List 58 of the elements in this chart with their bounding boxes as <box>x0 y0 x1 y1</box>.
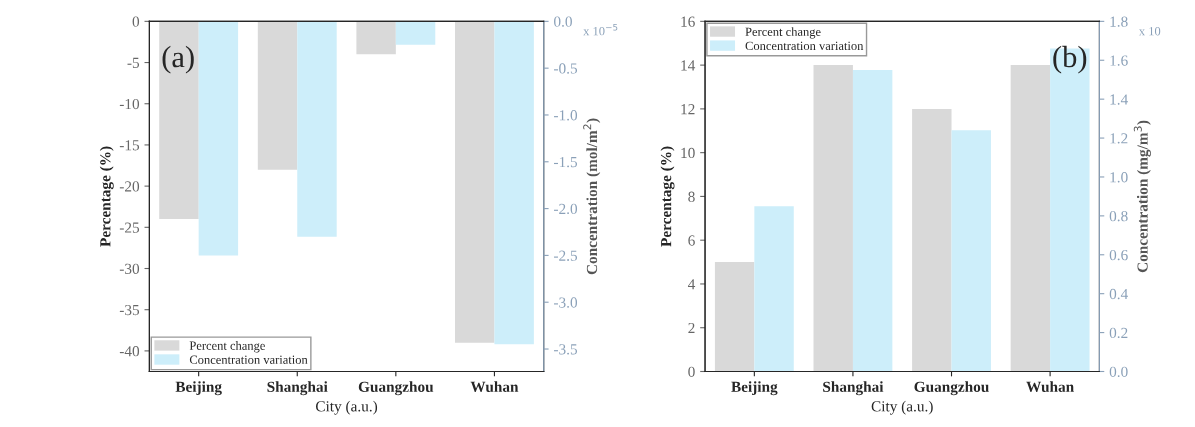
y2-tick-label: 1.8 <box>1110 16 1128 27</box>
x-axis-title: City (a.u.) <box>315 400 378 415</box>
y-tick-label: -35 <box>119 304 140 316</box>
y-tick-label: 0 <box>688 366 695 377</box>
y2-tick-label: 1.2 <box>1110 133 1128 144</box>
y-tick-label: 10 <box>681 147 695 159</box>
legend-label: Concentration variation <box>745 41 864 51</box>
y2-tick-label: 0.6 <box>1109 249 1128 261</box>
y-tick-label: -10 <box>119 98 140 110</box>
y-tick-label: -30 <box>119 263 140 274</box>
x-tick-label: Wuhan <box>1026 381 1074 393</box>
y-tick-label: 4 <box>687 279 696 290</box>
y-tick-label: -15 <box>119 140 140 151</box>
x-tick-label: Guangzhou <box>358 381 434 396</box>
y-tick-label: 0 <box>132 16 140 27</box>
x-tick-label: Guangzhou <box>914 381 989 396</box>
x-tick-label: Wuhan <box>470 381 519 393</box>
y2-tick-label: 0.0 <box>1109 366 1128 378</box>
y2-tick-label: 1.6 <box>1110 55 1128 66</box>
x-tick-label: Beijing <box>731 381 778 396</box>
y-tick-label: 2 <box>688 322 695 334</box>
y-tick-label: -20 <box>119 181 140 192</box>
y-tick-label: 6 <box>688 235 695 246</box>
y-tick-label: -5 <box>127 57 140 68</box>
y2-tick-label: -2.0 <box>554 203 578 215</box>
y-tick-label: 12 <box>681 104 695 115</box>
y-tick-label: -40 <box>119 346 140 357</box>
y2-tick-label: 0.8 <box>1109 211 1128 222</box>
y2-tick-label: 0.4 <box>1109 288 1128 300</box>
y-axis-title: Percentage (%) <box>99 146 114 247</box>
y-axis-title: Percentage (%) <box>660 146 675 247</box>
y-tick-label: 16 <box>681 16 695 27</box>
y2-tick-label: -0.5 <box>554 63 578 74</box>
x-tick-label: Shanghai <box>823 381 884 396</box>
y-tick-label: 8 <box>688 191 695 202</box>
text: x 10 <box>1138 26 1161 36</box>
annotation: (a) <box>162 45 194 74</box>
y2-tick-label: 0.0 <box>554 16 572 27</box>
y-tick-label: -25 <box>119 222 140 233</box>
y2-tick-label: -2.5 <box>554 250 578 261</box>
y2-tick-label: 1.0 <box>1110 172 1128 183</box>
y2-axis-title: Concentration (mol/m$^{2}$) <box>583 118 601 275</box>
x-tick-label: Beijing <box>175 381 222 396</box>
annotation: (b) <box>1053 45 1087 74</box>
y2-tick-label: -3.5 <box>554 344 578 355</box>
y2-tick-label: 1.4 <box>1110 94 1128 105</box>
legend-label: Percent change <box>745 27 821 39</box>
legend-label: Percent change <box>189 341 265 353</box>
y2-tick-label: 0.2 <box>1109 327 1128 339</box>
x-axis-title: City (a.u.) <box>871 400 933 415</box>
y2-tick-label: -1.5 <box>554 157 578 168</box>
y2-tick-label: -1.0 <box>554 110 578 121</box>
y2-axis-title: Concentration (mg/m$^{3}$) <box>1133 120 1151 273</box>
text: x 10$^{−5}$ <box>583 24 618 36</box>
x-tick-label: Shanghai <box>267 381 328 396</box>
y-tick-label: 14 <box>681 60 696 71</box>
legend-label: Concentration variation <box>189 355 308 364</box>
y2-tick-label: -3.0 <box>554 297 578 308</box>
